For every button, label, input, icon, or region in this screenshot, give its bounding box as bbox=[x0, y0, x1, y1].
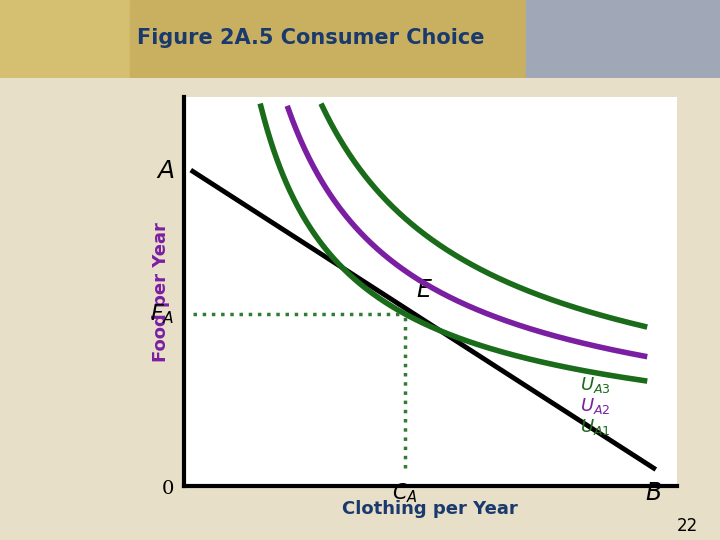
Text: 0: 0 bbox=[162, 480, 174, 498]
Text: $U_{A2}$: $U_{A2}$ bbox=[580, 396, 611, 416]
Text: Figure 2A.5 Consumer Choice: Figure 2A.5 Consumer Choice bbox=[137, 28, 485, 48]
Bar bbox=[130, 0, 526, 78]
Text: $U_{A1}$: $U_{A1}$ bbox=[580, 417, 611, 437]
Text: $C_A$: $C_A$ bbox=[392, 482, 418, 505]
Text: $U_{A3}$: $U_{A3}$ bbox=[580, 375, 611, 395]
Text: $F_A$: $F_A$ bbox=[150, 302, 174, 326]
Bar bbox=[0, 0, 130, 78]
X-axis label: Clothing per Year: Clothing per Year bbox=[342, 500, 518, 518]
Y-axis label: Food per Year: Food per Year bbox=[152, 221, 170, 362]
Bar bbox=[526, 0, 720, 78]
Text: $E$: $E$ bbox=[416, 279, 433, 302]
Text: 22: 22 bbox=[677, 517, 698, 535]
Text: $A$: $A$ bbox=[156, 160, 174, 183]
Text: $B$: $B$ bbox=[645, 482, 662, 504]
